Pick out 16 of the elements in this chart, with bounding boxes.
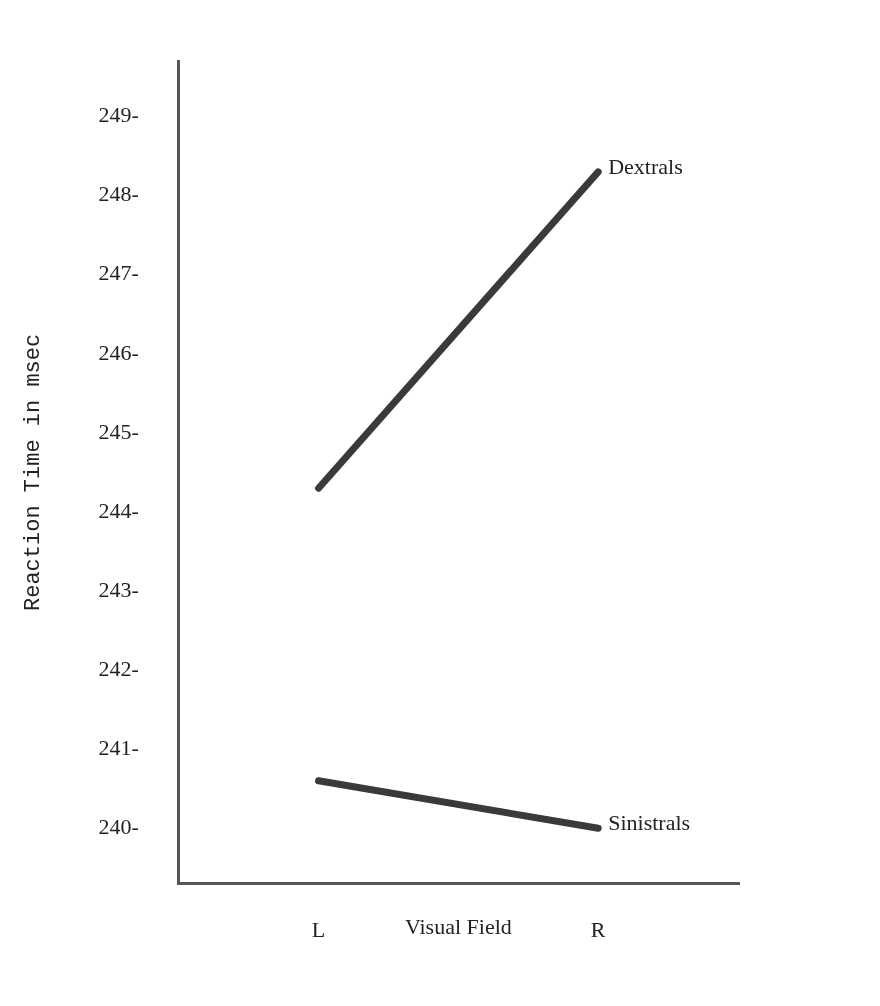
- y-tick-label: 246-: [98, 339, 139, 365]
- y-tick-label: 243-: [98, 576, 139, 602]
- x-tick-label: L: [311, 916, 326, 942]
- series-label: Sinistrals: [608, 810, 691, 836]
- x-tick-label: R: [590, 916, 606, 942]
- y-tick-label: 249-: [98, 102, 139, 128]
- y-axis-title: Reaction Time in msec: [21, 333, 47, 612]
- x-axis-title: Visual Field: [404, 914, 512, 940]
- y-tick-label: 248-: [98, 181, 139, 207]
- y-tick-label: 247-: [98, 260, 139, 286]
- y-tick-label: 244-: [98, 497, 139, 523]
- y-tick-label: 245-: [98, 418, 139, 444]
- series-label: Dextrals: [608, 153, 683, 179]
- y-tick-label: 242-: [98, 655, 139, 681]
- y-tick-label: 241-: [98, 734, 139, 760]
- y-tick-label: 240-: [98, 814, 139, 840]
